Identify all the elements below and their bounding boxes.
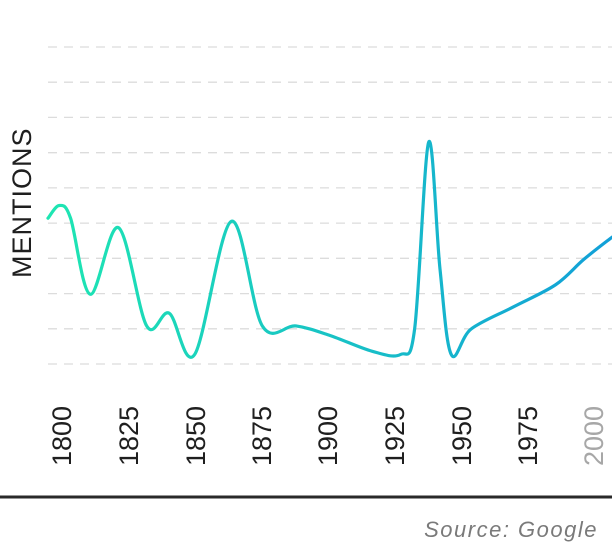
x-axis-ticks: 1800 1825 1850 1875 1900 1925 1950 1975 2000 (47, 406, 609, 466)
gridlines (48, 46, 612, 365)
x-tick-label: 1875 (247, 406, 277, 466)
x-tick-label: 2000 (579, 406, 609, 466)
y-axis-label: MENTIONS (7, 127, 37, 278)
source-note: Source: Google (424, 517, 598, 542)
x-tick-label: 1825 (114, 406, 144, 466)
x-tick-label: 1850 (181, 406, 211, 466)
x-tick-label: 1800 (47, 406, 77, 466)
series-layer (46, 140, 612, 359)
x-tick-label: 1950 (447, 406, 477, 466)
series-line (46, 140, 612, 359)
x-tick-label: 1925 (380, 406, 410, 466)
x-tick-label: 1900 (313, 406, 343, 466)
x-tick-label: 1975 (513, 406, 543, 466)
